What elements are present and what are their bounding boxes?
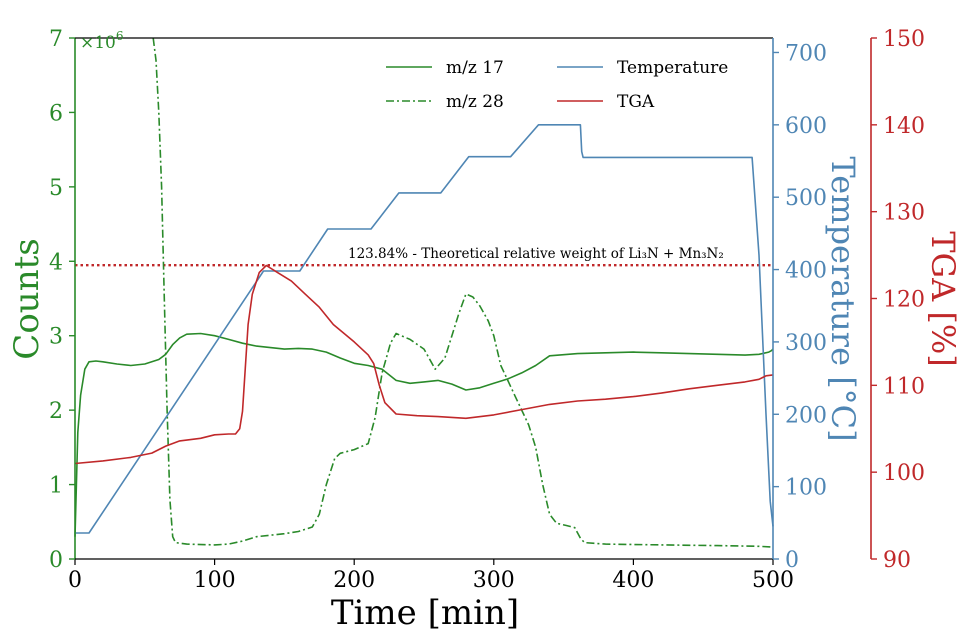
temperature-tick-label: 600: [785, 114, 827, 139]
left-axis-multiplier: ×106: [80, 29, 124, 53]
legend-label-temperature: Temperature: [617, 58, 728, 78]
temperature-tick-label: 300: [785, 331, 827, 356]
x-axis-label: Time [min]: [331, 593, 519, 631]
series-line-temperature: [75, 124, 774, 534]
left-tick-label: 7: [49, 27, 63, 52]
x-tick-label: 500: [752, 568, 794, 593]
tga-tick-label: 150: [883, 27, 925, 52]
x-tick-label: 0: [68, 568, 82, 593]
x-tick-label: 300: [473, 568, 515, 593]
x-tick-label: 100: [194, 568, 236, 593]
left-tick-label: 6: [49, 101, 63, 126]
temperature-tick-label: 400: [785, 259, 827, 284]
tga-tick-label: 100: [883, 461, 925, 486]
axes-layer: 0 100 200 300 400 500012345670100200300400500…: [49, 27, 925, 593]
legend: m/z 17 m/z 28 Temperature TGA: [386, 58, 728, 112]
x-tick-label: 200: [333, 568, 375, 593]
tga-tick-label: 120: [883, 288, 925, 313]
legend-label-tga: TGA: [617, 92, 655, 112]
temperature-tick-label: 100: [785, 476, 827, 501]
left-tick-label: 5: [49, 176, 63, 201]
x-tick-label: 400: [612, 568, 654, 593]
series-line-m-z-17: [74, 332, 774, 537]
temperature-tick-label: 200: [785, 403, 827, 428]
left-tick-label: 3: [49, 325, 63, 350]
series-line-tga: [74, 264, 774, 465]
left-tick-label: 0: [49, 548, 63, 573]
left-tick-label: 1: [49, 474, 63, 499]
left-axis-multiplier-exp: 6: [116, 29, 124, 43]
tga-tick-label: 90: [883, 548, 911, 573]
legend-label-mz17: m/z 17: [446, 58, 504, 78]
temperature-tick-label: 700: [785, 41, 827, 66]
left-tick-label: 2: [49, 399, 63, 424]
legend-label-mz28: m/z 28: [446, 92, 504, 112]
tga-tick-label: 130: [883, 201, 925, 226]
reference-line-annotation: 123.84% - Theoretical relative weight of…: [348, 246, 724, 262]
tga-tick-label: 110: [883, 374, 925, 399]
temperature-axis-label: Temperature [°C]: [824, 156, 862, 441]
tga-axis-label: TGA [%]: [924, 231, 957, 367]
tga-tick-label: 140: [883, 114, 925, 139]
left-tick-label: 4: [49, 250, 63, 275]
temperature-tick-label: 0: [785, 548, 799, 573]
series-layer: [74, 37, 774, 548]
series-line-m-z-28: [152, 37, 774, 548]
temperature-tick-label: 500: [785, 186, 827, 211]
left-axis-label: Counts: [7, 238, 47, 359]
